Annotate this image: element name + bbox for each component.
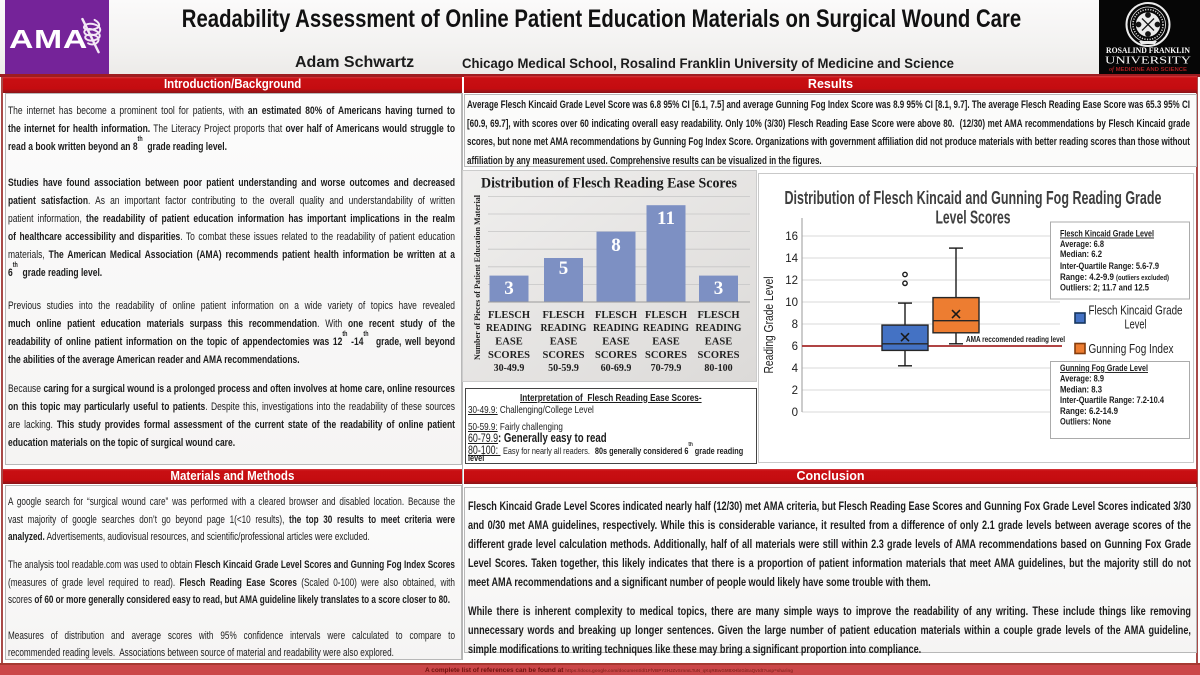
svg-text:3: 3 bbox=[714, 278, 724, 299]
svg-text:FLESCH: FLESCH bbox=[542, 310, 584, 321]
svg-text:Average: 6.8: Average: 6.8 bbox=[1060, 239, 1104, 249]
svg-text:16: 16 bbox=[785, 231, 798, 243]
svg-text:3: 3 bbox=[504, 278, 514, 299]
svg-text:80-100: 80-100 bbox=[704, 363, 732, 374]
svg-text:30-49.9: 30-49.9 bbox=[494, 363, 525, 374]
svg-text:Median: 6.2: Median: 6.2 bbox=[1060, 249, 1102, 259]
svg-text:2: 2 bbox=[792, 385, 798, 397]
svg-text:FLESCH: FLESCH bbox=[488, 310, 530, 321]
svg-text:Level: Level bbox=[1125, 317, 1147, 332]
svg-text:Median: 8.3: Median: 8.3 bbox=[1060, 384, 1102, 394]
svg-text:EASE: EASE bbox=[652, 337, 679, 348]
svg-text:6: 6 bbox=[792, 341, 798, 353]
svg-text:SCORES: SCORES bbox=[595, 350, 637, 361]
svg-text:AMA reccomended reading level: AMA reccomended reading level bbox=[966, 334, 1065, 344]
svg-text:SCORES: SCORES bbox=[645, 350, 687, 361]
svg-text:Range: 4.2-9.9: Range: 4.2-9.9 bbox=[1060, 272, 1114, 282]
svg-text:Inter-Quartile Range: 7.2-10.4: Inter-Quartile Range: 7.2-10.4 bbox=[1060, 395, 1165, 405]
svg-text:EASE: EASE bbox=[602, 337, 629, 348]
svg-text:10: 10 bbox=[785, 297, 798, 309]
svg-text:EASE: EASE bbox=[495, 337, 522, 348]
svg-text:Gunning Fog Index: Gunning Fog Index bbox=[1089, 341, 1174, 356]
svg-text:Flesch Kincaid Grade: Flesch Kincaid Grade bbox=[1089, 303, 1183, 318]
svg-text:Distribution of Flesch Kincaid: Distribution of Flesch Kincaid and Gunni… bbox=[785, 188, 1162, 208]
svg-text:11: 11 bbox=[657, 208, 675, 229]
svg-text:SCORES: SCORES bbox=[488, 350, 530, 361]
svg-text:FLESCH: FLESCH bbox=[645, 310, 687, 321]
svg-text:Average: 8.9: Average: 8.9 bbox=[1060, 374, 1104, 384]
svg-text:70-79.9: 70-79.9 bbox=[651, 363, 682, 374]
svg-text:FLESCH: FLESCH bbox=[595, 310, 637, 321]
svg-text:0: 0 bbox=[792, 407, 798, 419]
svg-text:FLESCH: FLESCH bbox=[697, 310, 739, 321]
svg-text:ROSALIND FRANKLIN: ROSALIND FRANKLIN bbox=[1106, 46, 1190, 55]
svg-text:Reading Grade Level: Reading Grade Level bbox=[762, 277, 776, 374]
svg-text:Distribution of Flesch Reading: Distribution of Flesch Reading Ease Scor… bbox=[481, 176, 737, 192]
svg-text:Outliers: None: Outliers: None bbox=[1060, 417, 1111, 427]
svg-text:Inter-Quartile Range: 5.6-7.9: Inter-Quartile Range: 5.6-7.9 bbox=[1060, 261, 1159, 271]
svg-text:4: 4 bbox=[792, 363, 799, 375]
svg-text:Gunning Fog Grade Level: Gunning Fog Grade Level bbox=[1060, 363, 1148, 373]
svg-text:Number of Pieces of Patient Ed: Number of Pieces of Patient Education Ma… bbox=[472, 194, 482, 360]
svg-text:READING: READING bbox=[593, 323, 639, 334]
svg-text:EASE: EASE bbox=[550, 337, 577, 348]
svg-text:Level Scores: Level Scores bbox=[936, 208, 1011, 228]
svg-text:Outliers: 2; 11.7 and 12.5: Outliers: 2; 11.7 and 12.5 bbox=[1060, 283, 1149, 293]
svg-text:Range: 6.2-14.9: Range: 6.2-14.9 bbox=[1060, 406, 1118, 416]
svg-text:14: 14 bbox=[785, 253, 798, 265]
svg-text:5: 5 bbox=[559, 258, 569, 279]
svg-text:Flesch Kincaid Grade Level: Flesch Kincaid Grade Level bbox=[1060, 229, 1154, 239]
svg-text:READING: READING bbox=[486, 323, 532, 334]
svg-text:READING: READING bbox=[541, 323, 587, 334]
svg-text:of MEDICINE AND SCIENCE: of MEDICINE AND SCIENCE bbox=[1109, 67, 1187, 73]
svg-text:READING: READING bbox=[643, 323, 689, 334]
svg-text:SCORES: SCORES bbox=[697, 350, 739, 361]
svg-text:EASE: EASE bbox=[705, 337, 732, 348]
svg-text:UNIVERSITY: UNIVERSITY bbox=[1105, 55, 1191, 67]
svg-text:60-69.9: 60-69.9 bbox=[601, 363, 632, 374]
svg-text:50-59.9: 50-59.9 bbox=[548, 363, 579, 374]
svg-text:8: 8 bbox=[792, 319, 798, 331]
svg-text:8: 8 bbox=[611, 235, 621, 256]
svg-text:READING: READING bbox=[696, 323, 742, 334]
svg-text:(outliers excluded): (outliers excluded) bbox=[1116, 273, 1169, 282]
svg-text:12: 12 bbox=[785, 275, 798, 287]
svg-text:SCORES: SCORES bbox=[542, 350, 584, 361]
